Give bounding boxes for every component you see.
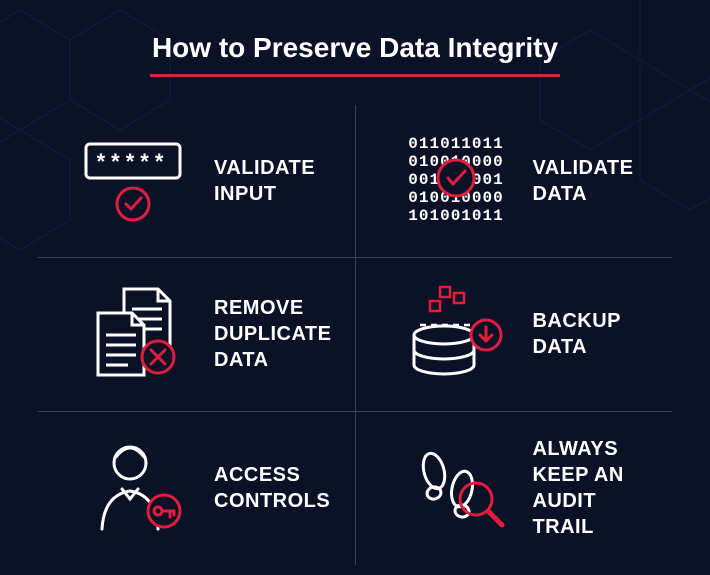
- item-label: REMOVE DUPLICATE DATA: [214, 295, 331, 373]
- item-backup-data: BACKUP DATA: [356, 258, 672, 411]
- item-label: ACCESS CONTROLS: [214, 462, 331, 514]
- item-label: BACKUP DATA: [532, 308, 648, 360]
- audit-trail-icon: [396, 433, 516, 543]
- item-validate-data: 011011011 010010000 001001001 010010000 …: [356, 105, 672, 258]
- svg-text:101001011: 101001011: [409, 207, 504, 225]
- page-title: How to Preserve Data Integrity: [0, 0, 710, 74]
- item-label: ALWAYS KEEP AN AUDIT TRAIL: [532, 436, 648, 540]
- item-label: VALIDATE DATA: [532, 155, 648, 207]
- remove-duplicate-icon: [78, 279, 198, 389]
- items-grid: ***** VALIDATE INPUT 011011011 010010000…: [38, 105, 672, 565]
- title-underline: [150, 74, 560, 77]
- svg-text:*****: *****: [97, 149, 170, 174]
- item-validate-input: ***** VALIDATE INPUT: [38, 105, 356, 258]
- item-access-controls: ACCESS CONTROLS: [38, 412, 356, 565]
- item-label: VALIDATE INPUT: [214, 155, 331, 207]
- validate-input-icon: *****: [78, 126, 198, 236]
- backup-data-icon: [396, 279, 516, 389]
- item-audit-trail: ALWAYS KEEP AN AUDIT TRAIL: [356, 412, 672, 565]
- access-controls-icon: [78, 433, 198, 543]
- item-remove-duplicate: REMOVE DUPLICATE DATA: [38, 258, 356, 411]
- validate-data-icon: 011011011 010010000 001001001 010010000 …: [396, 126, 516, 236]
- binary-row: 011011011: [409, 135, 504, 153]
